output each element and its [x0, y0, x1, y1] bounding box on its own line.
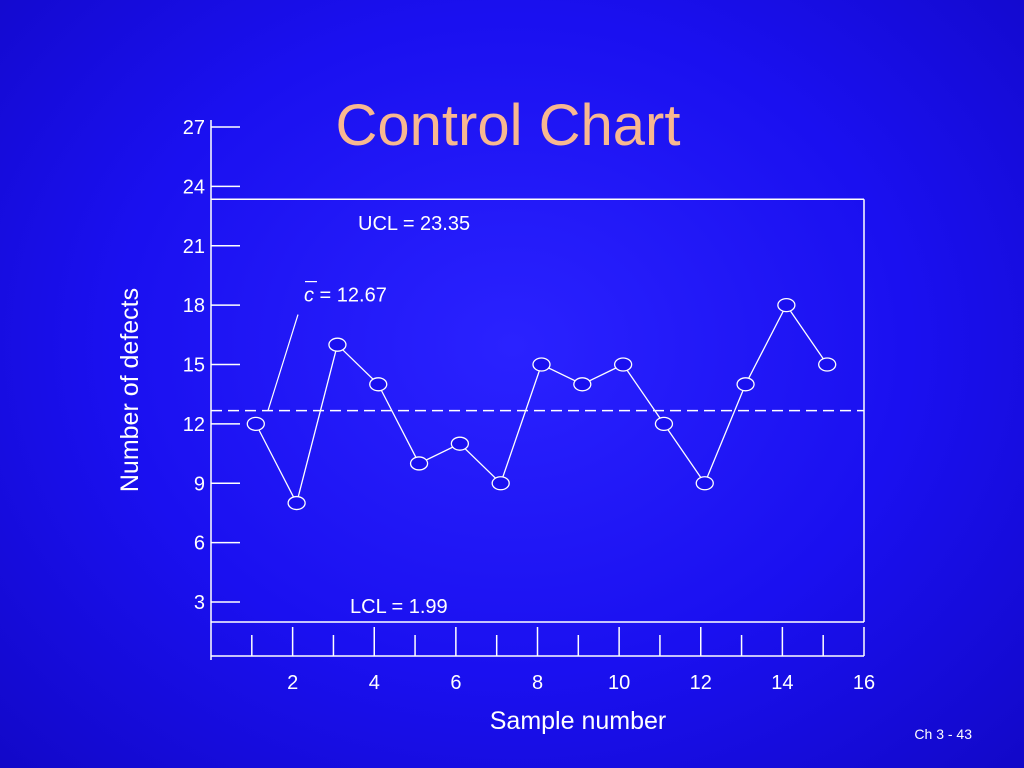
data-point-8: [532, 357, 551, 372]
y-tick-label-15: 15: [183, 355, 205, 377]
data-point-4: [369, 377, 388, 392]
slide-number: Ch 3 - 43: [914, 726, 972, 742]
x-tick-label-10: 10: [608, 672, 630, 694]
y-tick-label-21: 21: [183, 236, 205, 258]
center-leader-line: [267, 314, 299, 411]
ucl-label: UCL = 23.35: [358, 213, 470, 235]
data-point-10: [613, 357, 633, 372]
x-tick-label-14: 14: [771, 672, 793, 694]
y-axis-title: Number of defects: [116, 288, 144, 492]
data-point-3: [328, 337, 347, 352]
center-label: c = 12.67: [304, 285, 387, 307]
x-tick-label-12: 12: [690, 672, 712, 694]
y-tick-label-18: 18: [183, 295, 205, 317]
y-tick-label-6: 6: [194, 533, 205, 555]
data-point-7: [491, 476, 510, 491]
control-limits: UCL = 23.35 LCL = 1.99 c = 12.67: [211, 198, 865, 623]
data-point-15: [818, 357, 837, 372]
data-point-11: [654, 416, 674, 432]
data-point-12: [695, 476, 714, 491]
defects-series: [246, 297, 837, 511]
data-point-9: [573, 377, 592, 392]
y-tick-label-12: 12: [183, 414, 205, 436]
data-point-13: [736, 377, 755, 392]
x-tick-label-2: 2: [287, 672, 298, 694]
data-point-5: [409, 456, 429, 471]
x-tick-label-8: 8: [532, 672, 543, 694]
x-tick-label-6: 6: [450, 672, 461, 694]
data-point-2: [287, 495, 306, 511]
data-point-14: [777, 297, 796, 313]
x-axis-title: Sample number: [490, 707, 666, 735]
y-tick-label-27: 27: [183, 117, 205, 139]
y-tick-label-24: 24: [183, 176, 205, 198]
center-value: = 12.67: [314, 285, 387, 307]
y-tick-label-9: 9: [194, 473, 205, 495]
lcl-label: LCL = 1.99: [350, 596, 448, 618]
slide-title: Control Chart: [335, 93, 681, 158]
center-symbol: c: [304, 285, 314, 307]
x-tick-label-16: 16: [853, 672, 875, 694]
data-point-1: [246, 416, 265, 432]
x-tick-label-4: 4: [369, 672, 380, 694]
data-point-6: [450, 436, 470, 451]
y-tick-label-3: 3: [194, 592, 205, 614]
series-line: [255, 303, 828, 505]
